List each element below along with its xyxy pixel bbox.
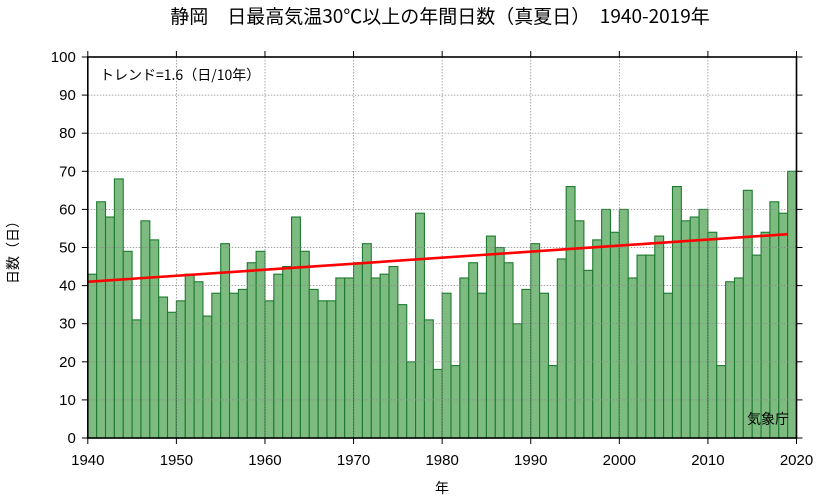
- svg-text:2000: 2000: [603, 452, 636, 469]
- svg-text:0: 0: [67, 430, 75, 447]
- svg-text:2010: 2010: [691, 452, 724, 469]
- svg-text:1950: 1950: [160, 452, 193, 469]
- svg-text:静岡 日最高気温30℃以上の年間日数（真夏日） 1940-2: 静岡 日最高気温30℃以上の年間日数（真夏日） 1940-2019年: [170, 2, 710, 29]
- svg-text:10: 10: [59, 392, 76, 409]
- svg-text:1960: 1960: [248, 452, 281, 469]
- svg-text:1990: 1990: [514, 452, 547, 469]
- svg-text:年: 年: [435, 478, 449, 498]
- svg-text:60: 60: [59, 201, 76, 218]
- svg-text:90: 90: [59, 87, 76, 104]
- svg-text:1970: 1970: [337, 452, 370, 469]
- svg-text:100: 100: [51, 49, 76, 66]
- svg-text:20: 20: [59, 354, 76, 371]
- svg-text:2020: 2020: [780, 452, 813, 469]
- svg-text:1940: 1940: [71, 452, 104, 469]
- svg-text:80: 80: [59, 125, 76, 142]
- svg-text:トレンド=1.6（日/10年）: トレンド=1.6（日/10年）: [100, 65, 260, 85]
- svg-text:50: 50: [59, 240, 76, 257]
- svg-text:日数（日）: 日数（日）: [3, 214, 23, 284]
- svg-text:1980: 1980: [425, 452, 458, 469]
- svg-text:70: 70: [59, 163, 76, 180]
- svg-text:40: 40: [59, 278, 76, 295]
- svg-text:気象庁: 気象庁: [747, 409, 789, 429]
- svg-text:30: 30: [59, 316, 76, 333]
